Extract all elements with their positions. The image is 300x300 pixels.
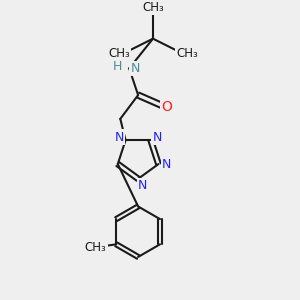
Text: N: N [162, 158, 172, 171]
Text: CH₃: CH₃ [108, 47, 130, 60]
Text: O: O [161, 100, 172, 114]
Text: CH₃: CH₃ [142, 1, 164, 14]
Text: CH₃: CH₃ [176, 47, 198, 60]
Text: N: N [114, 131, 124, 144]
Text: CH₃: CH₃ [85, 241, 106, 254]
Text: N: N [131, 62, 140, 75]
Text: N: N [152, 131, 162, 144]
Text: N: N [138, 179, 147, 192]
Text: H: H [112, 60, 122, 74]
